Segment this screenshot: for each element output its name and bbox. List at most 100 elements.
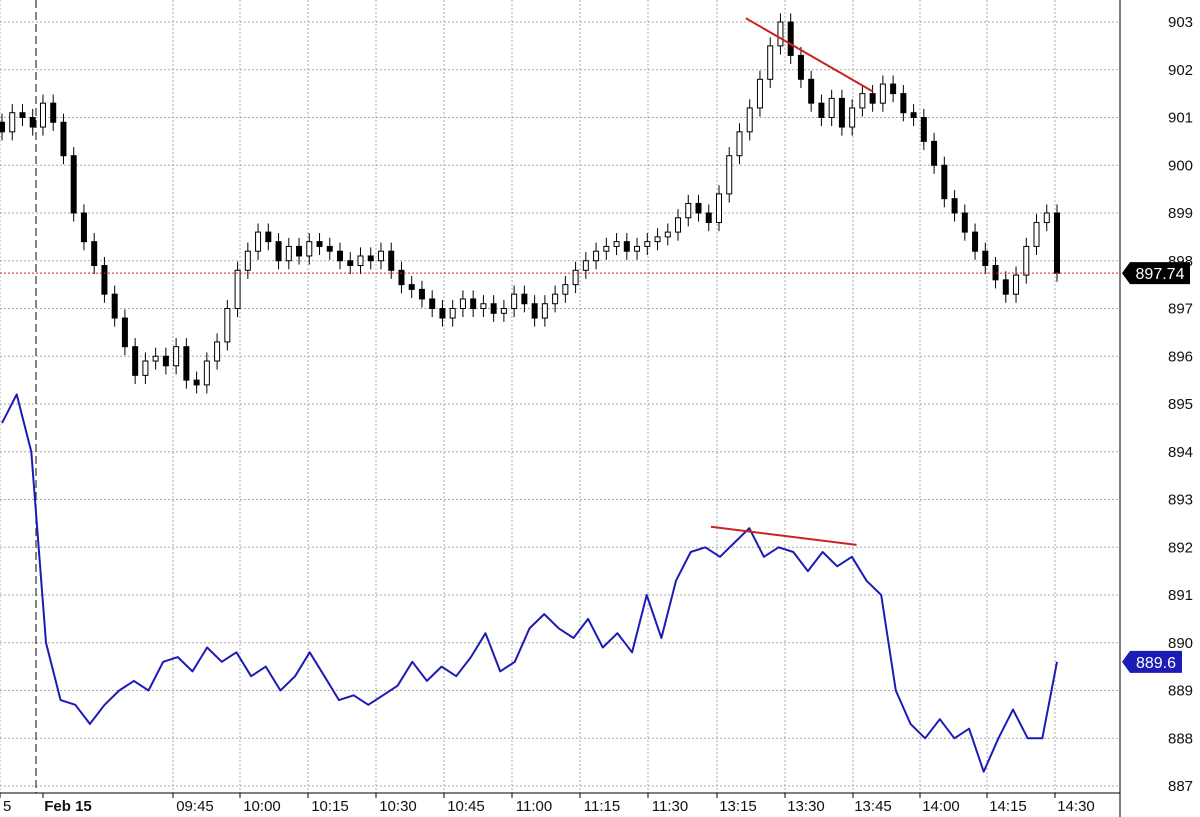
candle-body <box>767 45 774 80</box>
candle-body <box>961 212 968 233</box>
last-line-badge-bg <box>1122 650 1182 673</box>
candle-body <box>695 202 702 214</box>
candle-body <box>572 269 579 286</box>
candle-body <box>982 250 989 267</box>
y-tick-label: 891 <box>1168 587 1193 604</box>
candle-body <box>337 250 344 262</box>
candle-body <box>39 102 46 128</box>
candle-body <box>306 241 313 257</box>
y-tick-label: 903 <box>1168 14 1193 31</box>
candle-body <box>19 112 26 118</box>
x-tick-label: 11:15 <box>584 798 620 815</box>
candle-body <box>726 155 733 195</box>
candle-body <box>70 155 77 214</box>
x-tick-label: 09:45 <box>176 798 214 815</box>
last-price-badge-label: 897.74 <box>1136 266 1185 283</box>
last-price-badge-bg <box>1122 262 1190 285</box>
price-series <box>0 13 1060 394</box>
candle-body <box>347 260 354 267</box>
candle-body <box>132 346 139 376</box>
candle-body <box>869 93 876 104</box>
candle-body <box>910 112 917 118</box>
candle-body <box>879 83 886 104</box>
candle-body <box>521 293 528 305</box>
y-tick-label: 899 <box>1168 205 1193 222</box>
candle-body <box>797 54 804 80</box>
trendline <box>745 17 873 93</box>
candle-body <box>388 250 395 271</box>
candle-body <box>377 250 384 262</box>
candle-body <box>234 269 241 309</box>
candle-body <box>490 303 497 314</box>
candle-body <box>162 355 169 367</box>
x-tick-label: 10:30 <box>379 798 417 815</box>
x-tick-label: Feb 15 <box>44 798 92 815</box>
x-tick-label: 13:30 <box>787 798 825 815</box>
annotations <box>0 17 1120 546</box>
candle-body <box>849 107 856 128</box>
y-tick-label: 901 <box>1168 110 1193 127</box>
candle-body <box>890 83 897 95</box>
y-tick-label: 897 <box>1168 301 1193 318</box>
x-tick-label: 14:15 <box>989 798 1027 815</box>
candle-body <box>531 303 538 319</box>
candle-body <box>357 255 364 267</box>
candle-body <box>203 360 210 386</box>
candle-body <box>1054 212 1060 274</box>
candle-body <box>244 250 251 271</box>
candle-body <box>111 293 118 319</box>
candle-body <box>972 231 979 252</box>
candle-body <box>193 379 200 386</box>
candle-body <box>152 355 159 362</box>
candle-body <box>0 121 5 133</box>
candle-body <box>255 231 262 252</box>
candle-body <box>275 241 282 262</box>
candle-body <box>787 21 794 56</box>
x-tick-label: 10:15 <box>311 798 349 815</box>
candle-body <box>480 303 487 310</box>
y-tick-label: 893 <box>1168 492 1193 509</box>
candle-body <box>859 93 866 109</box>
x-tick-label: 14:00 <box>922 798 960 815</box>
candle-body <box>511 293 518 309</box>
candle-body <box>214 341 221 362</box>
trendline <box>710 525 857 546</box>
candle-body <box>398 269 405 286</box>
candle-body <box>142 360 149 376</box>
candle-body <box>183 346 190 381</box>
candle-body <box>664 231 671 238</box>
candle-body <box>449 308 456 319</box>
candle-body <box>121 317 128 348</box>
candle-body <box>91 241 98 267</box>
candle-body <box>562 284 569 295</box>
candle-body <box>1043 212 1050 224</box>
candle-body <box>818 102 825 119</box>
candle-body <box>746 107 753 133</box>
y-tick-label: 890 <box>1168 635 1193 652</box>
candle-body <box>685 202 692 219</box>
candle-body <box>101 265 108 295</box>
candle-body <box>705 212 712 224</box>
candle-body <box>808 78 815 104</box>
candle-body <box>470 298 477 310</box>
y-tick-label: 889 <box>1168 683 1193 700</box>
candle-body <box>603 245 610 252</box>
candle-body <box>500 308 507 314</box>
y-tick-label: 895 <box>1168 396 1193 413</box>
x-tick-label: 11:30 <box>652 798 688 815</box>
y-tick-label: 887 <box>1168 778 1193 795</box>
line-series <box>1 393 1058 773</box>
candle-body <box>459 298 466 310</box>
grid <box>0 0 1120 793</box>
x-tick-label: 10:45 <box>447 798 485 815</box>
candle-body <box>60 121 67 157</box>
candle-body <box>552 293 559 305</box>
candle-body <box>408 284 415 290</box>
candle-body <box>736 131 743 157</box>
candle-body <box>593 250 600 262</box>
candle-body <box>951 198 958 214</box>
x-tick-label: 13:45 <box>854 798 892 815</box>
candle-body <box>418 288 425 300</box>
